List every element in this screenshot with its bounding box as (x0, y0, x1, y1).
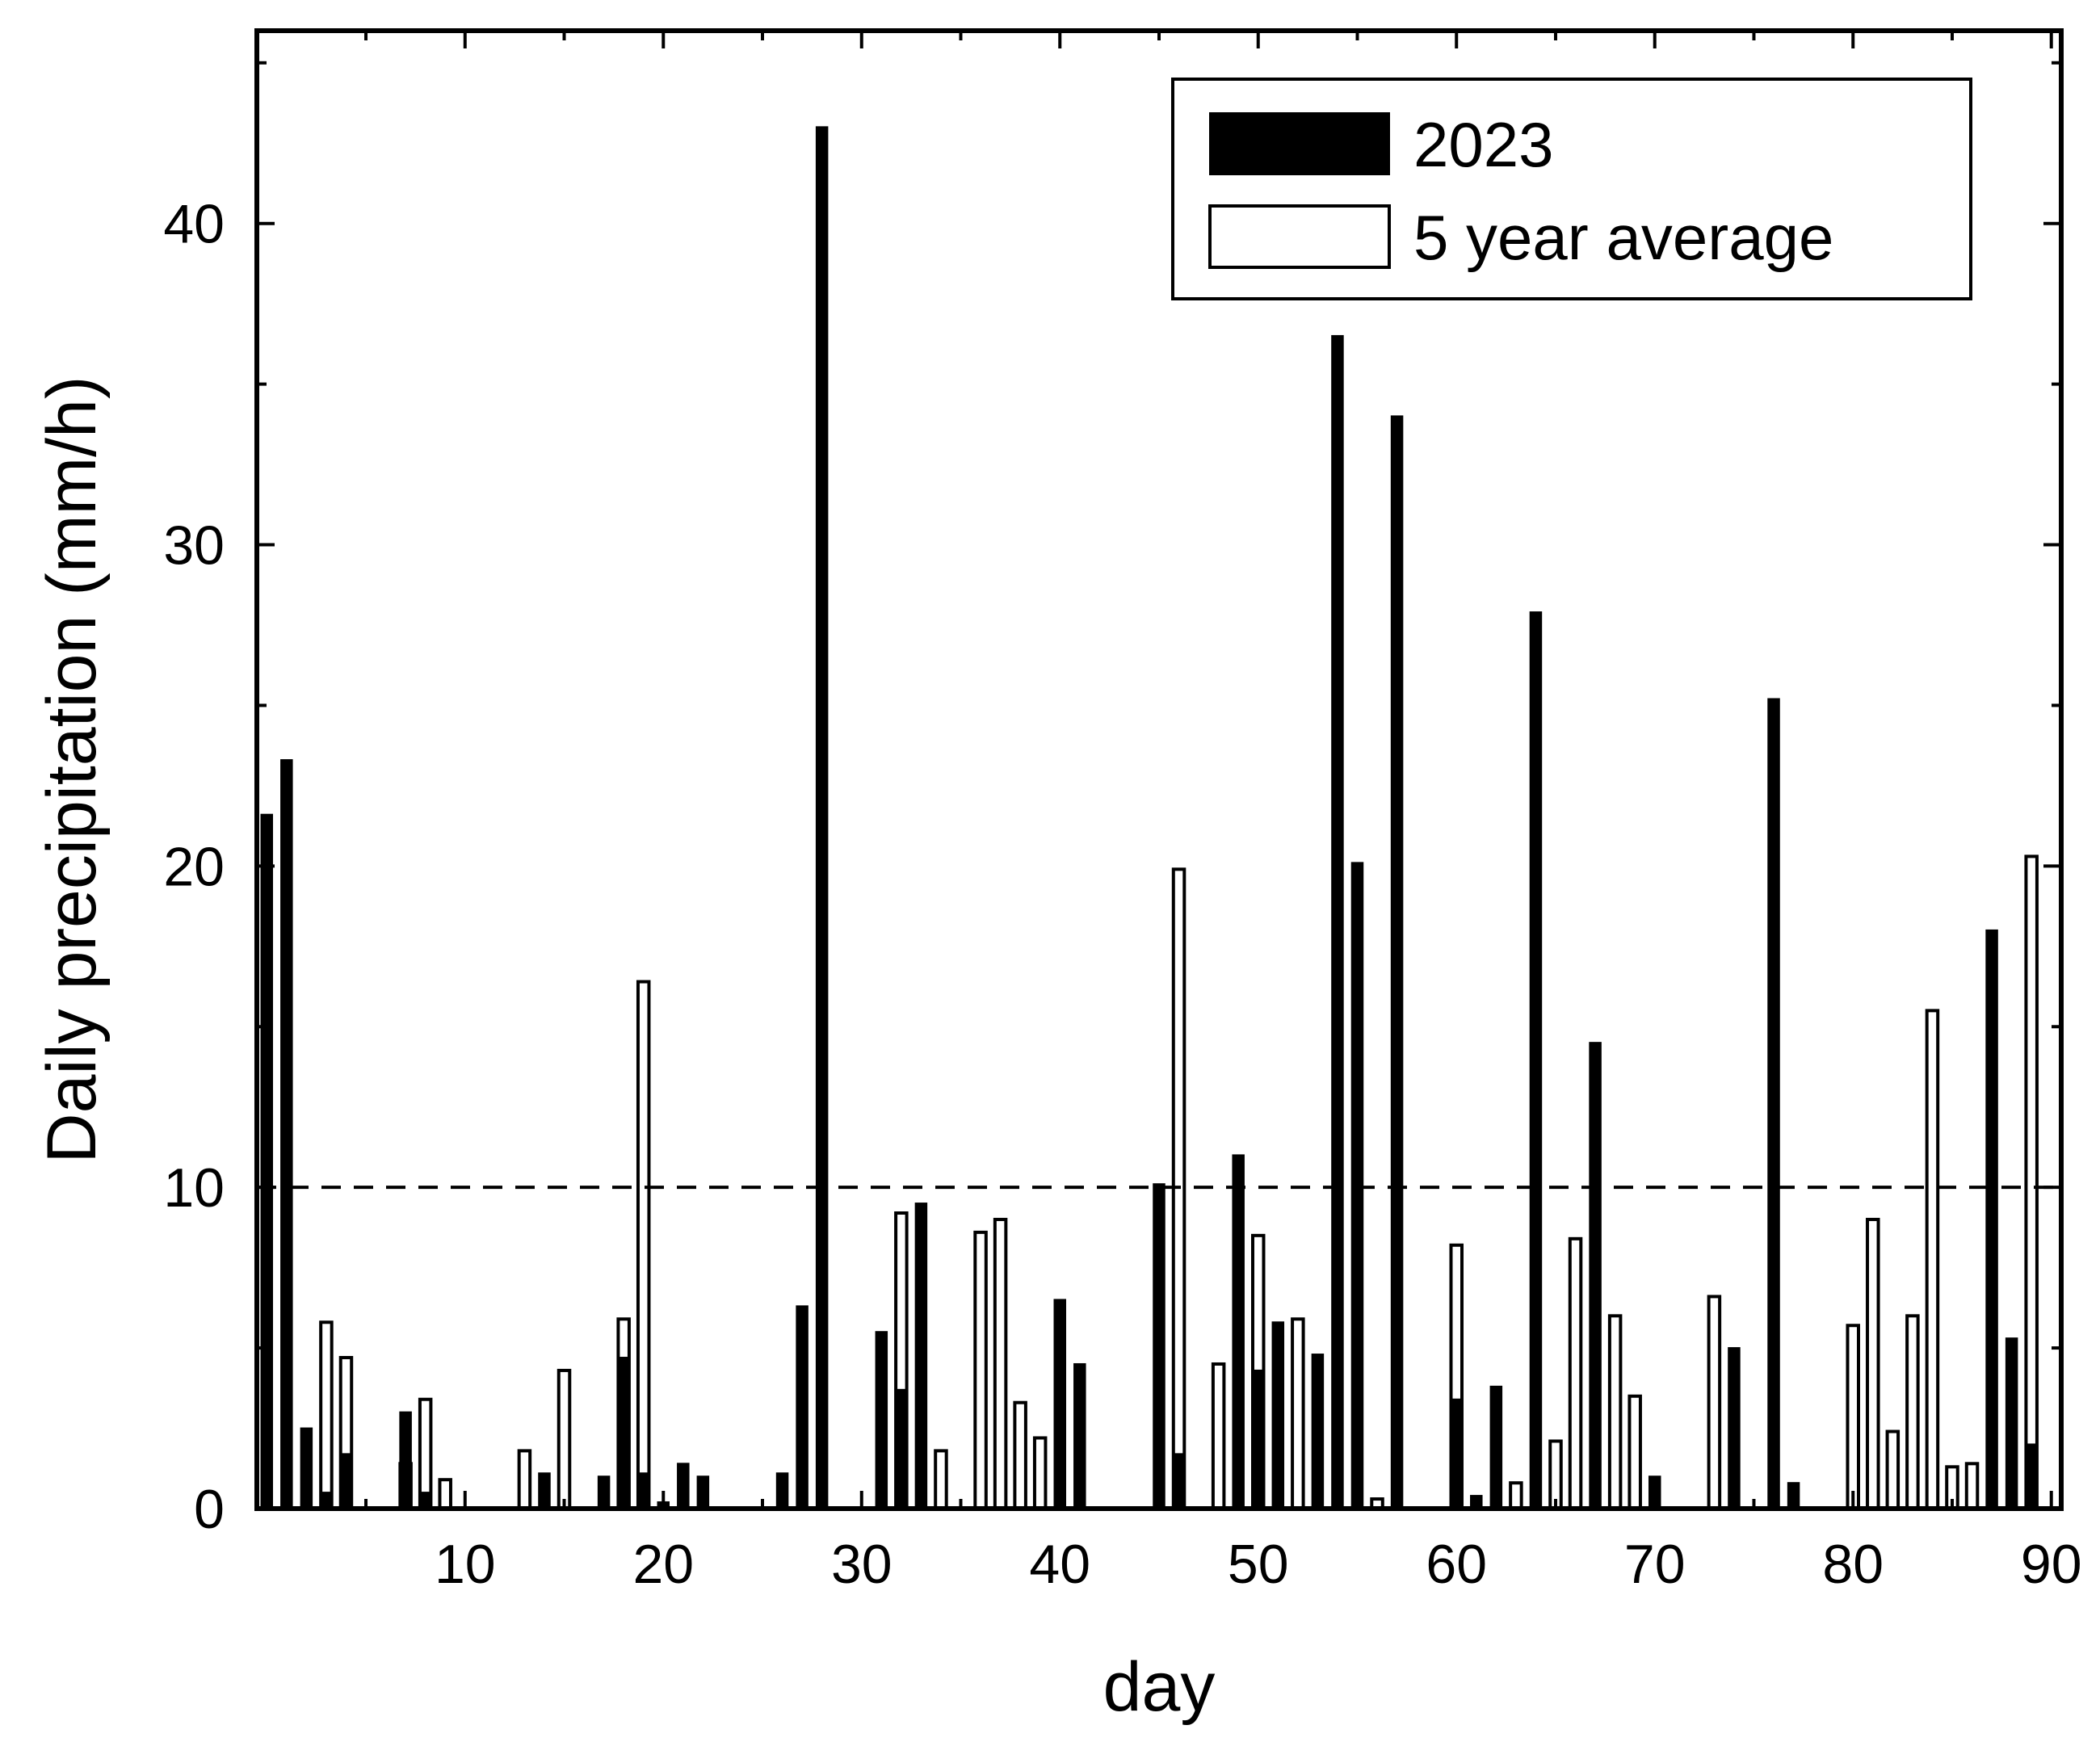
bar-2023 (1172, 1453, 1186, 1509)
x-tick-label: 30 (831, 1534, 892, 1595)
bar-2023 (1153, 1183, 1166, 1510)
bar-5yr-average (2024, 854, 2039, 1511)
bar-2023 (1271, 1321, 1285, 1509)
bar-2023 (775, 1472, 789, 1510)
x-tick-label: 60 (1426, 1534, 1487, 1595)
bar-2023 (2025, 1443, 2038, 1510)
bar-2023 (339, 1453, 353, 1509)
ticks-layer: 10 20 30 40 50 60 70 80 90 0 10 20 30 40 (163, 31, 2082, 1595)
bar-2023 (914, 1203, 928, 1509)
y-axis-title: Daily precipitation (mm/h) (33, 376, 111, 1164)
bar-5yr-average (934, 1449, 948, 1511)
legend-label: 2023 (1413, 109, 1554, 180)
bar-2023 (399, 1411, 412, 1510)
y-tick-label: 10 (163, 1157, 225, 1219)
bar-2023 (1529, 611, 1543, 1510)
x-tick-label: 20 (632, 1534, 694, 1595)
bar-5yr-average (1548, 1439, 1563, 1511)
bar-2023 (597, 1475, 611, 1510)
bar-5yr-average (1509, 1481, 1523, 1511)
bar-5yr-average (517, 1449, 532, 1511)
bar-2023 (1589, 1042, 1602, 1510)
bar-2023 (280, 759, 293, 1509)
legend-swatch (1209, 112, 1390, 175)
legend-label: 5 year average (1413, 202, 1833, 273)
bar-2023 (300, 1427, 313, 1509)
bar-2023 (1390, 415, 1404, 1509)
x-axis-title: day (1103, 1648, 1216, 1726)
bar-5yr-average (1885, 1429, 1900, 1510)
x-tick-label: 90 (2021, 1534, 2082, 1595)
bar-2023 (815, 126, 829, 1510)
bar-2023 (260, 813, 274, 1509)
x-tick-label: 50 (1228, 1534, 1289, 1595)
bar-2023 (875, 1331, 888, 1510)
bar-2023 (796, 1305, 808, 1509)
bar-5yr-average (556, 1368, 572, 1511)
bar-5yr-average (1866, 1217, 1880, 1511)
bar-5yr-average (636, 980, 651, 1510)
bar-2023 (636, 1472, 650, 1510)
bar-5yr-average (1846, 1324, 1860, 1510)
y-tick-label: 40 (163, 194, 225, 255)
bar-5yr-average (1032, 1436, 1048, 1511)
bar-2023 (2005, 1337, 2018, 1510)
x-tick-label: 10 (435, 1534, 496, 1595)
bar-5yr-average (973, 1230, 988, 1510)
bar-5yr-average (1013, 1400, 1027, 1511)
bar-2023 (1787, 1482, 1800, 1510)
bar-2023 (1053, 1299, 1067, 1510)
bar-2023 (1232, 1154, 1245, 1510)
bar-2023 (1767, 698, 1780, 1509)
bar-2023 (1985, 929, 1998, 1510)
bar-2023 (1251, 1369, 1265, 1510)
y-tick-label: 20 (163, 836, 225, 897)
bar-5yr-average (319, 1320, 334, 1510)
bar-2023 (1728, 1347, 1741, 1509)
bar-2023 (696, 1475, 710, 1510)
bar-2023 (895, 1388, 908, 1509)
bar-2023 (1073, 1362, 1086, 1510)
bar-2023 (1331, 334, 1344, 1509)
bar-5yr-average (438, 1478, 452, 1511)
bar-2023 (617, 1357, 630, 1509)
bar-5yr-average (1964, 1462, 1980, 1510)
bar-2023 (1311, 1354, 1325, 1509)
y-tick-label: 30 (163, 515, 225, 577)
bar-5yr-average (1905, 1314, 1920, 1510)
bar-2023 (677, 1463, 690, 1509)
bar-5yr-average (993, 1217, 1008, 1511)
legend: 2023 5 year average (1171, 78, 1972, 300)
legend-swatch (1208, 204, 1391, 269)
x-tick-label: 80 (1822, 1534, 1884, 1595)
bar-2023 (1489, 1385, 1503, 1509)
bar-5yr-average (1211, 1362, 1226, 1511)
bar-2023 (538, 1472, 551, 1510)
bar-5yr-average (1707, 1295, 1722, 1511)
bar-5yr-average (1568, 1236, 1583, 1510)
bar-5yr-average (1291, 1317, 1305, 1510)
bar-5yr-average (1607, 1314, 1623, 1510)
bar-5yr-average (1628, 1394, 1642, 1510)
bar-5yr-average (1925, 1009, 1940, 1510)
bars-layer (260, 126, 2039, 1511)
x-tick-label: 70 (1624, 1534, 1686, 1595)
y-tick-label: 0 (194, 1479, 225, 1540)
x-tick-label: 40 (1029, 1534, 1090, 1595)
